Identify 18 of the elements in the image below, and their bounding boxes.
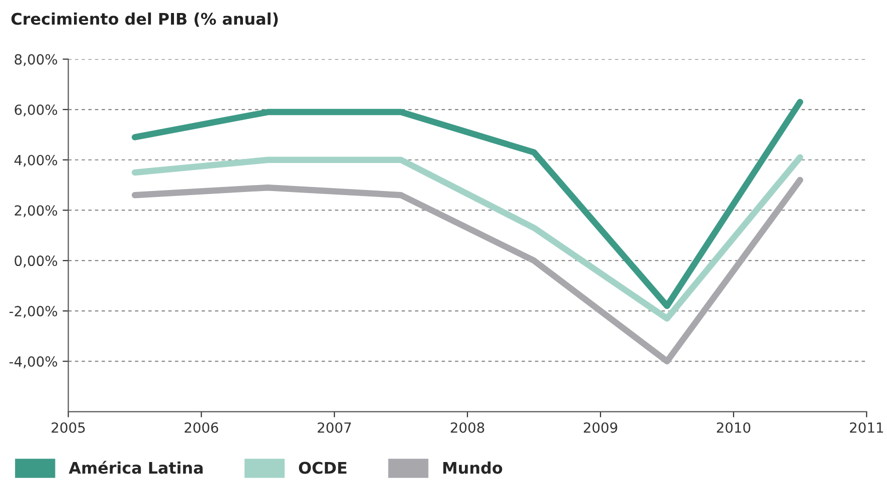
y-tick-label: 2,00% — [14, 205, 58, 218]
y-tick-label: 6,00% — [14, 104, 58, 116]
x-tick-label: 2006 — [184, 422, 218, 433]
y-tick-label: -2,00% — [9, 306, 58, 318]
y-tick-label: 0,00% — [14, 256, 58, 268]
y-tick-label: 4,00% — [14, 154, 58, 167]
x-tick-label: 2007 — [318, 422, 351, 433]
x-tick-label: 2005 — [52, 422, 85, 433]
y-tick-label: -4,00% — [9, 356, 58, 368]
x-tick-label: 2010 — [716, 422, 750, 433]
chart-title: Crecimiento del PIB (% anual) — [11, 12, 278, 27]
y-tick-label: 8,00% — [14, 54, 58, 66]
legend-label: América Latina — [68, 460, 203, 474]
x-tick-label: 2008 — [450, 422, 484, 433]
legend-label: OCDE — [298, 462, 346, 474]
x-tick-label: 2011 — [850, 422, 883, 433]
legend-label: Mundo — [443, 461, 502, 474]
x-tick-label: 2009 — [584, 422, 618, 433]
